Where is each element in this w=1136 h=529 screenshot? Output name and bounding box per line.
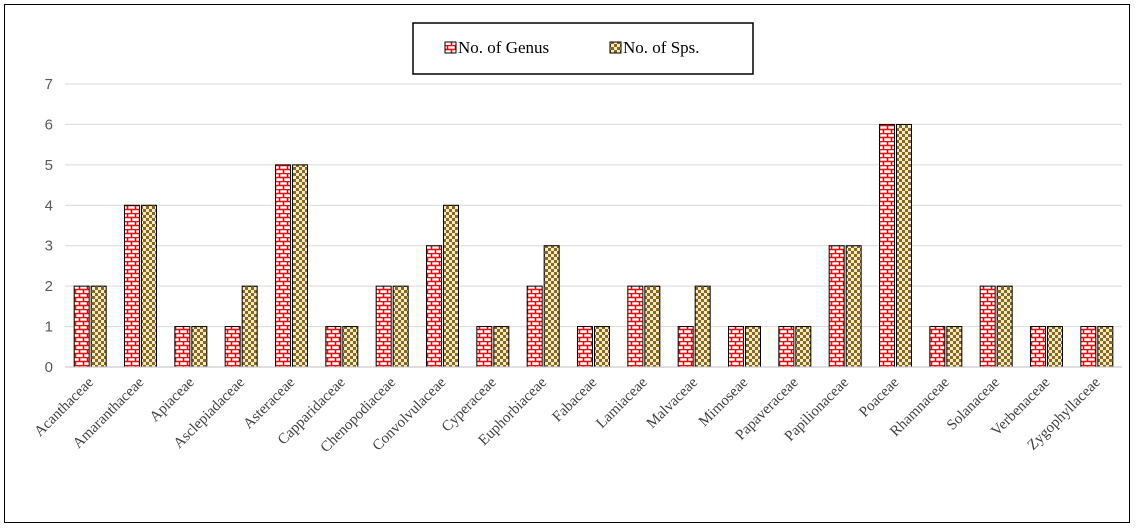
bar-genus [627,285,644,368]
bar-genus [778,326,795,368]
bar-genus [929,326,946,368]
legend: No. of Genus No. of Sps. [412,22,754,75]
bar-species [694,285,711,368]
legend-label-species: No. of Sps. [623,38,700,57]
y-tick-label: 3 [45,238,53,255]
bar-genus [828,245,845,368]
bar-species [795,326,812,368]
bar-genus [426,245,442,368]
x-category-label: Apiaceae [147,374,198,425]
legend-box [412,22,754,75]
bar-species [191,326,208,368]
y-tick-label: 4 [45,197,53,214]
x-category-label: Poaceae [856,374,902,420]
bar-species [141,204,157,368]
bar-species [644,285,661,368]
legend-label-genus: No. of Genus [458,38,549,57]
y-tick-label: 2 [45,278,53,295]
bar-genus [325,326,342,368]
bar-genus [1030,326,1046,368]
bar-species [1047,326,1063,368]
legend-swatch-genus [444,41,457,54]
bar-species [996,285,1013,368]
x-category-label: Malvaceae [644,374,701,431]
bar-species [342,326,359,368]
bar-species [1097,326,1114,368]
x-category-label: Lamiaceae [593,374,650,431]
bar-species [392,285,409,368]
x-category-label: Fabaceae [550,374,601,425]
bar-genus [73,285,90,368]
legend-swatch-species [609,41,622,54]
chart-area: 0 1 2 3 4 5 6 7 Acanthaceae Amaranthaceae Apiaceae… [4,4,1130,523]
bar-genus [1080,326,1097,368]
bar-species [493,326,510,368]
y-tick-label: 1 [45,319,53,336]
y-tick-label: 5 [45,157,53,174]
bar-genus [677,326,694,368]
bar-species [90,285,107,368]
bar-genus [526,285,543,368]
bar-genus [124,204,140,368]
bar-genus [375,285,392,368]
y-tick-label: 0 [45,359,53,376]
bar-genus [879,123,895,368]
bar-genus [275,164,291,368]
bar-genus [979,285,996,368]
bar-genus [728,326,744,368]
bar-species [241,285,258,368]
bar-genus [577,326,593,368]
bar-species [896,123,912,368]
bar-genus [174,326,191,368]
y-tick-label: 6 [45,116,53,133]
bar-species [443,204,459,368]
bar-genus [476,326,493,368]
y-tick-label: 7 [45,76,53,93]
bar-species [594,326,610,368]
bar-genus [224,326,241,368]
bar-species [946,326,963,368]
bar-species [845,245,862,368]
bar-species [292,164,308,368]
bar-species [745,326,761,368]
bar-species [543,245,560,368]
